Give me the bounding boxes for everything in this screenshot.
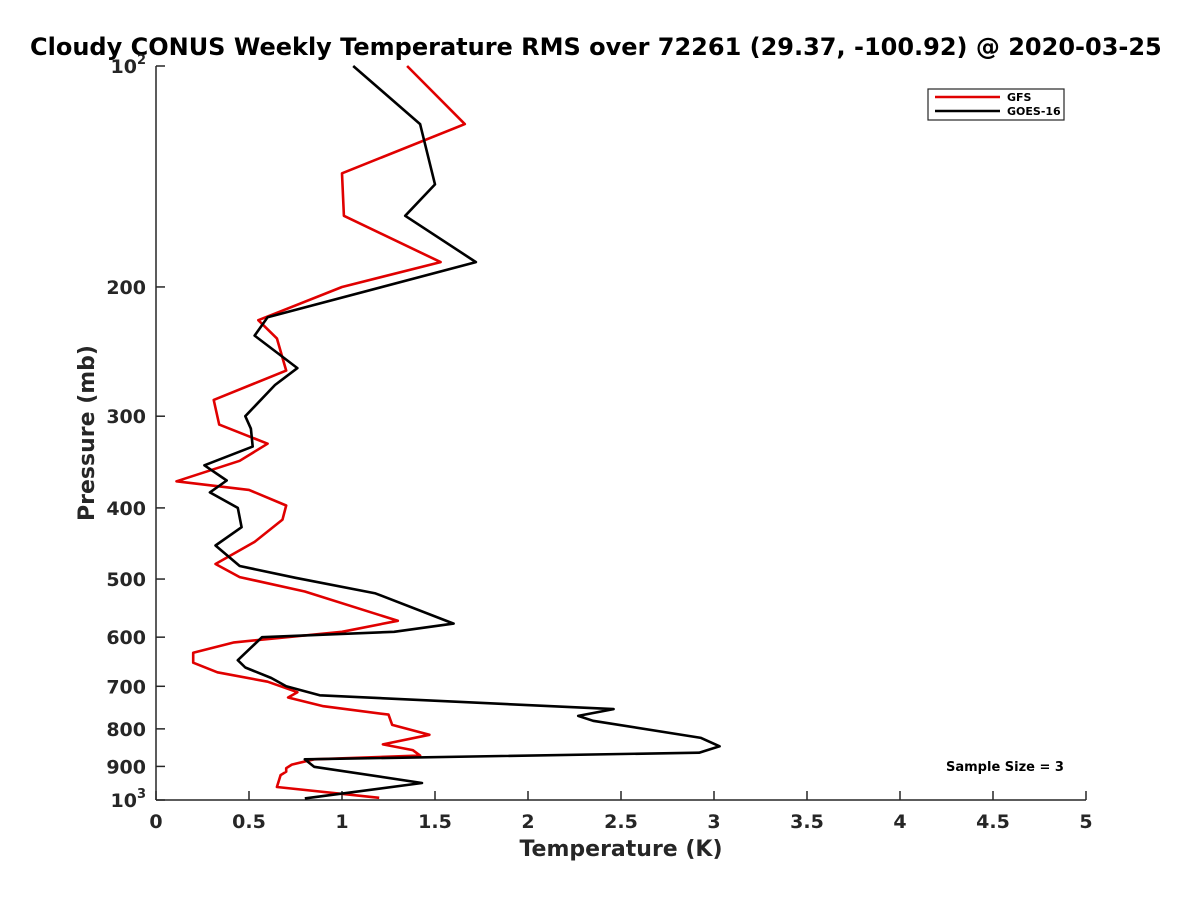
x-tick-label: 2: [521, 811, 534, 833]
y-tick-label: 700: [106, 676, 146, 698]
y-ticks: 102 200 300 400 500 600 700 800 900 103: [106, 53, 165, 812]
x-tick-label: 0: [149, 811, 162, 833]
x-tick-label: 4.5: [976, 811, 1010, 833]
x-tick-label: 1: [335, 811, 348, 833]
x-tick-label: 5: [1079, 811, 1092, 833]
series-line-goes16: [203, 65, 721, 800]
legend-box: [927, 88, 1065, 121]
y-tick-label: 200: [106, 277, 146, 299]
y-tick-label: 900: [106, 756, 146, 778]
x-tick-label: 3: [707, 811, 720, 833]
y-tick-label: 400: [106, 498, 146, 520]
x-tick-label: 3.5: [790, 811, 824, 833]
y-tick-label: 500: [106, 569, 146, 591]
y-axis-label: Pressure (mb): [75, 345, 100, 521]
sample-size-annotation: Sample Size = 3: [946, 760, 1064, 775]
y-tick-label: 800: [106, 719, 146, 741]
x-axis-label: Temperature (K): [519, 837, 722, 862]
x-tick-label: 4: [893, 811, 906, 833]
x-tick-label: 0.5: [232, 811, 266, 833]
y-tick-label: 600: [106, 627, 146, 649]
legend: GFS GOES-16: [927, 88, 1065, 121]
x-tick-label: 1.5: [418, 811, 452, 833]
series-line-gfs: [175, 65, 467, 800]
y-tick-label: 103: [111, 787, 147, 812]
chart-title: Cloudy CONUS Weekly Temperature RMS over…: [30, 33, 1162, 61]
legend-label-gfs: GFS: [1007, 91, 1032, 104]
legend-label-goes16: GOES-16: [1007, 105, 1061, 118]
y-tick-label: 300: [106, 406, 146, 428]
plot-lines: [175, 65, 721, 800]
y-tick-label: 102: [111, 53, 147, 78]
x-ticks: 0 0.5 1 1.5 2 2.5 3 3.5 4 4.5 5: [149, 791, 1093, 833]
x-tick-label: 2.5: [604, 811, 638, 833]
